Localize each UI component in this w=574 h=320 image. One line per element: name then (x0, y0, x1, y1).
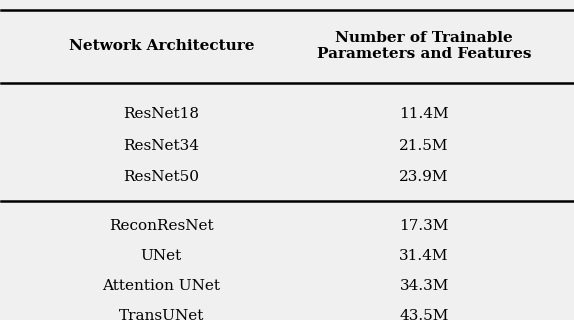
Text: Attention UNet: Attention UNet (102, 279, 220, 293)
Text: ResNet50: ResNet50 (123, 170, 199, 184)
Text: 31.4M: 31.4M (400, 249, 449, 263)
Text: 34.3M: 34.3M (400, 279, 449, 293)
Text: 11.4M: 11.4M (400, 107, 449, 121)
Text: Network Architecture: Network Architecture (68, 39, 254, 53)
Text: 21.5M: 21.5M (400, 139, 449, 153)
Text: UNet: UNet (141, 249, 182, 263)
Text: Number of Trainable
Parameters and Features: Number of Trainable Parameters and Featu… (317, 31, 532, 61)
Text: ResNet18: ResNet18 (123, 107, 199, 121)
Text: ReconResNet: ReconResNet (109, 219, 214, 233)
Text: 43.5M: 43.5M (400, 308, 449, 320)
Text: ResNet34: ResNet34 (123, 139, 199, 153)
Text: 23.9M: 23.9M (400, 170, 449, 184)
Text: 17.3M: 17.3M (400, 219, 449, 233)
Text: TransUNet: TransUNet (119, 308, 204, 320)
